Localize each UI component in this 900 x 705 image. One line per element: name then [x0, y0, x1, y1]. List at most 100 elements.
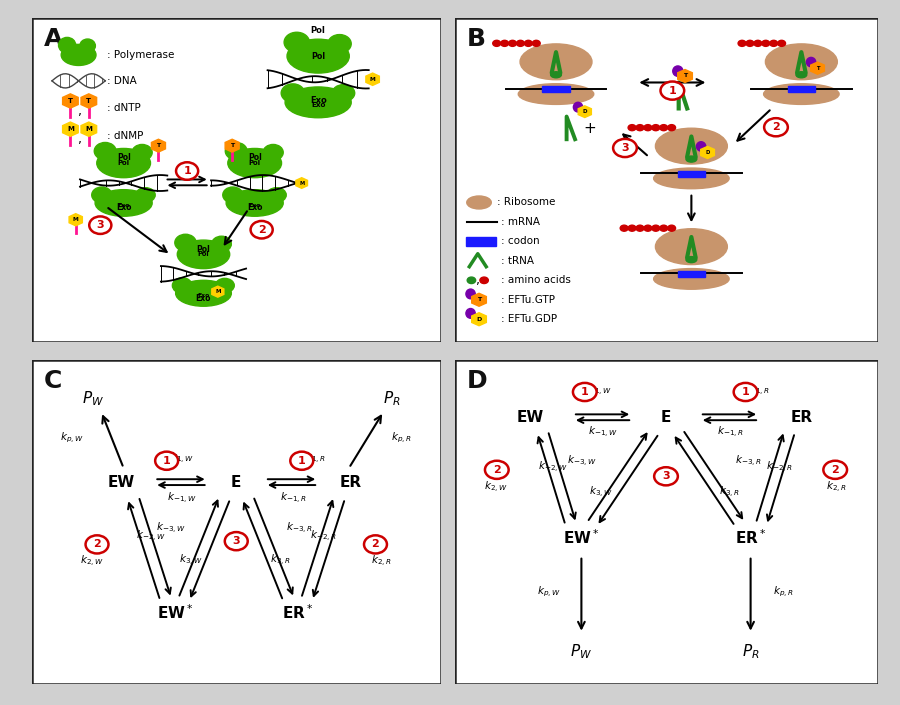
- FancyBboxPatch shape: [32, 360, 441, 684]
- Text: 1: 1: [298, 455, 306, 466]
- Text: $k_{3,W}$: $k_{3,W}$: [179, 553, 203, 568]
- Circle shape: [573, 383, 597, 401]
- Text: T: T: [68, 98, 73, 104]
- Circle shape: [668, 225, 676, 231]
- Circle shape: [660, 225, 668, 231]
- Text: $k_{-1,R}$: $k_{-1,R}$: [717, 424, 744, 439]
- Circle shape: [652, 225, 660, 231]
- Text: 2: 2: [832, 465, 839, 474]
- Ellipse shape: [226, 190, 284, 216]
- Text: ER: ER: [790, 410, 813, 425]
- Text: Exo: Exo: [116, 203, 131, 212]
- Text: ,: ,: [476, 274, 480, 287]
- Text: : Polymerase: : Polymerase: [107, 50, 175, 60]
- Text: 1: 1: [742, 387, 750, 397]
- Ellipse shape: [225, 142, 248, 160]
- Circle shape: [628, 125, 636, 130]
- Text: $k_{2,W}$: $k_{2,W}$: [484, 480, 508, 496]
- Text: T: T: [477, 298, 482, 302]
- Circle shape: [778, 40, 786, 47]
- Ellipse shape: [287, 39, 349, 73]
- Text: T: T: [815, 66, 819, 70]
- Text: D: D: [582, 109, 587, 114]
- Text: 2: 2: [493, 465, 500, 474]
- Ellipse shape: [94, 142, 116, 160]
- Text: $P_R$: $P_R$: [742, 642, 760, 661]
- Text: M: M: [215, 289, 220, 294]
- Text: $k_{2,R}$: $k_{2,R}$: [372, 554, 392, 569]
- Text: 1: 1: [163, 455, 170, 466]
- Text: $k_{-3,W}$: $k_{-3,W}$: [157, 520, 186, 536]
- Text: ER$^*$: ER$^*$: [282, 603, 313, 622]
- Text: Pol: Pol: [198, 252, 210, 257]
- Ellipse shape: [80, 39, 95, 53]
- Circle shape: [508, 40, 517, 47]
- FancyBboxPatch shape: [788, 86, 815, 92]
- Circle shape: [636, 125, 644, 130]
- Text: : mRNA: : mRNA: [501, 217, 540, 227]
- Text: Exo: Exo: [247, 203, 263, 212]
- Text: : DNA: : DNA: [107, 76, 137, 86]
- Text: : Ribosome: : Ribosome: [497, 197, 555, 207]
- Circle shape: [661, 82, 684, 99]
- Ellipse shape: [765, 44, 837, 80]
- Text: 3: 3: [621, 143, 629, 153]
- Text: EW$^*$: EW$^*$: [563, 529, 599, 547]
- Circle shape: [176, 162, 198, 180]
- Text: M: M: [67, 126, 74, 132]
- Ellipse shape: [686, 257, 697, 263]
- Ellipse shape: [281, 84, 304, 102]
- Circle shape: [485, 461, 508, 479]
- Circle shape: [613, 139, 637, 157]
- Circle shape: [492, 40, 500, 47]
- Text: $k_{p,W}$: $k_{p,W}$: [536, 584, 561, 599]
- Text: D: D: [467, 369, 488, 393]
- Circle shape: [654, 467, 678, 485]
- Circle shape: [746, 40, 754, 47]
- Ellipse shape: [61, 44, 96, 66]
- Text: 2: 2: [372, 539, 380, 549]
- Circle shape: [517, 40, 525, 47]
- Text: $k_{p,R}$: $k_{p,R}$: [391, 430, 411, 445]
- Text: : codon: : codon: [501, 236, 540, 246]
- Text: $k_{p,R}$: $k_{p,R}$: [773, 584, 794, 599]
- Circle shape: [652, 125, 660, 130]
- Ellipse shape: [686, 156, 697, 162]
- FancyBboxPatch shape: [454, 18, 878, 342]
- Circle shape: [636, 225, 644, 231]
- Text: ,: ,: [77, 133, 82, 147]
- Ellipse shape: [655, 128, 727, 164]
- Circle shape: [291, 452, 313, 470]
- Ellipse shape: [796, 72, 806, 78]
- Circle shape: [628, 225, 636, 231]
- Text: 2: 2: [257, 225, 266, 235]
- Text: M: M: [299, 180, 304, 185]
- Text: 2: 2: [772, 122, 780, 133]
- Circle shape: [525, 40, 532, 47]
- Text: : dNMP: : dNMP: [107, 131, 144, 141]
- Text: $k_{3,W}$: $k_{3,W}$: [589, 485, 613, 500]
- Text: $k_{-1,W}$: $k_{-1,W}$: [588, 424, 617, 439]
- Text: Exo: Exo: [197, 293, 210, 298]
- Ellipse shape: [284, 32, 310, 52]
- Circle shape: [824, 461, 847, 479]
- Ellipse shape: [223, 187, 243, 203]
- Text: $k_{-1,R}$: $k_{-1,R}$: [280, 491, 307, 506]
- Ellipse shape: [518, 84, 594, 104]
- Ellipse shape: [573, 102, 582, 112]
- Text: Exo: Exo: [117, 203, 130, 208]
- Circle shape: [467, 277, 476, 283]
- Text: EW: EW: [517, 410, 544, 425]
- Text: EW$^*$: EW$^*$: [157, 603, 194, 622]
- Text: 3: 3: [662, 472, 670, 482]
- FancyBboxPatch shape: [543, 86, 570, 92]
- Text: 3: 3: [232, 537, 240, 546]
- Circle shape: [364, 535, 387, 553]
- Text: Pol: Pol: [196, 245, 211, 254]
- Text: $P_R$: $P_R$: [383, 389, 400, 407]
- Text: T: T: [86, 98, 91, 104]
- Text: $k_{-3,R}$: $k_{-3,R}$: [286, 520, 313, 536]
- Text: Pol: Pol: [311, 51, 325, 61]
- Ellipse shape: [58, 37, 76, 53]
- Circle shape: [644, 125, 652, 130]
